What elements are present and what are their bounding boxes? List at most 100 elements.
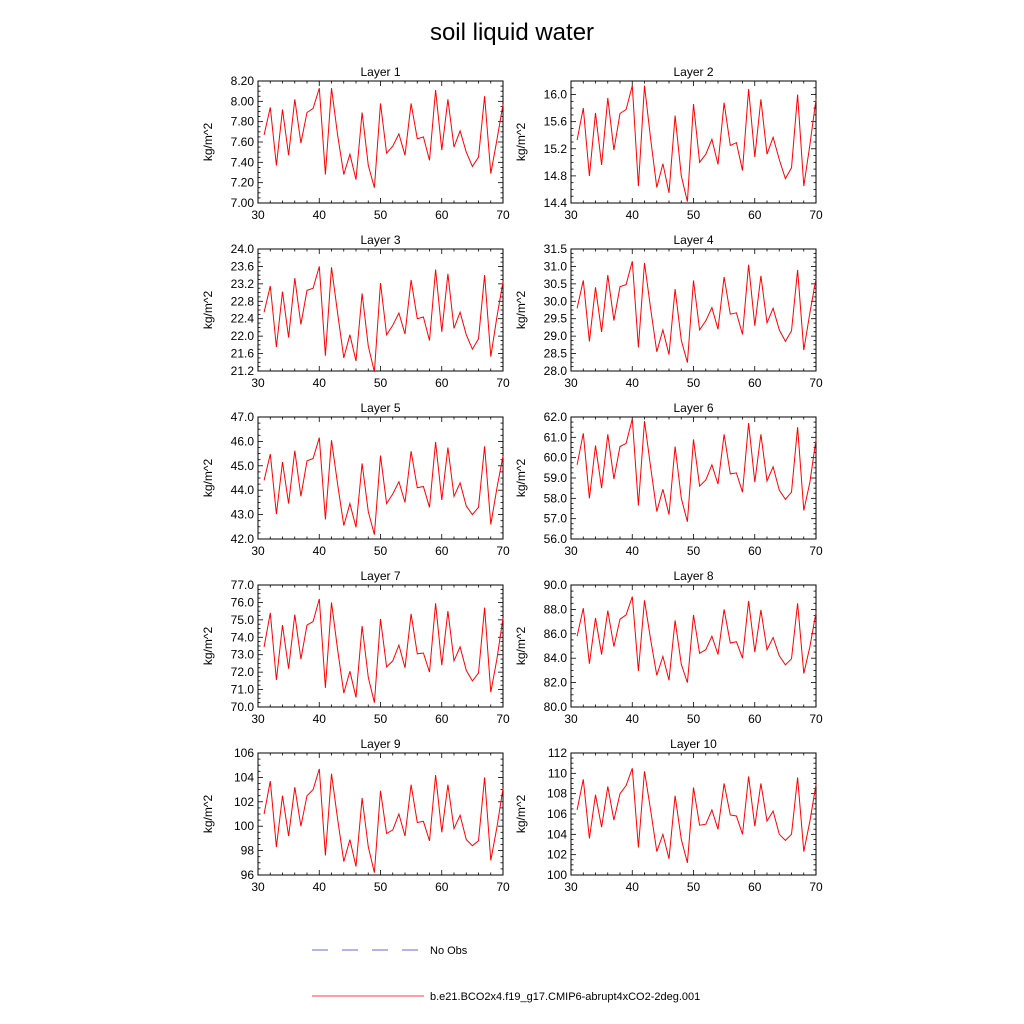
x-tick-label: 40: [626, 712, 640, 726]
panel-9: Layer 9 kg/m^2 30 40 50 60 70 96 98 100 102 104 106: [201, 737, 510, 894]
x-tick-label: 40: [313, 544, 327, 558]
y-tick-label: 31.0: [544, 259, 568, 273]
x-tick-label: 60: [748, 208, 762, 222]
panel-7: Layer 7 kg/m^2 30 40 50 60 70 70.0 71.0 72.0 73.0 7…: [201, 569, 510, 726]
y-tick-label: 7.20: [231, 176, 255, 190]
y-tick-label: 45.0: [231, 459, 255, 473]
y-axis-label: kg/m^2: [514, 795, 528, 834]
y-tick-label: 75.0: [231, 613, 255, 627]
panel-5: Layer 5 kg/m^2 30 40 50 60 70 42.0 43.0 44.0 45.0 4…: [201, 401, 510, 558]
y-tick-label: 28.0: [544, 364, 568, 378]
x-tick-label: 50: [687, 544, 701, 558]
y-tick-label: 21.6: [231, 347, 255, 361]
x-tick-label: 30: [564, 544, 578, 558]
x-tick-label: 30: [251, 712, 265, 726]
x-tick-label: 50: [374, 880, 388, 894]
y-axis-label: kg/m^2: [201, 459, 215, 498]
x-tick-label: 60: [748, 880, 762, 894]
y-tick-label: 71.0: [231, 683, 255, 697]
y-tick-label: 70.0: [231, 700, 255, 714]
y-tick-label: 29.5: [544, 312, 568, 326]
panel-title: Layer 3: [360, 233, 400, 247]
y-axis-label: kg/m^2: [514, 459, 528, 498]
panels-group: Layer 1 kg/m^2 30 40 50 60 70 7.00 7.20 7.40 7.60 7…: [201, 65, 823, 894]
x-tick-label: 30: [251, 208, 265, 222]
x-tick-label: 70: [809, 712, 823, 726]
y-tick-label: 112: [548, 746, 567, 760]
y-tick-label: 104: [234, 770, 254, 784]
x-tick-label: 60: [435, 544, 449, 558]
legend-obs-label: No Obs: [430, 945, 468, 957]
y-axis-label: kg/m^2: [201, 627, 215, 666]
x-tick-label: 30: [564, 712, 578, 726]
y-tick-label: 16.0: [544, 88, 568, 102]
panel-title: Layer 10: [670, 737, 717, 751]
x-tick-label: 70: [496, 712, 510, 726]
panel-title: Layer 1: [360, 65, 400, 79]
legend: No Obs b.e21.BCO2x4.f19_g17.CMIP6-abrupt…: [312, 945, 700, 1003]
panel-title: Layer 5: [360, 401, 400, 415]
x-tick-label: 70: [496, 880, 510, 894]
y-tick-label: 100: [547, 868, 567, 882]
y-tick-label: 23.6: [231, 259, 255, 273]
y-axis-label: kg/m^2: [514, 291, 528, 330]
x-tick-label: 50: [687, 880, 701, 894]
y-tick-label: 8.20: [231, 74, 255, 88]
y-tick-label: 106: [234, 746, 254, 760]
x-tick-label: 30: [564, 376, 578, 390]
x-tick-label: 50: [687, 376, 701, 390]
panel-title: Layer 7: [360, 569, 400, 583]
y-tick-label: 7.80: [231, 115, 255, 129]
series-line: [576, 85, 817, 202]
y-axis-label: kg/m^2: [514, 123, 528, 162]
panel-8: Layer 8 kg/m^2 30 40 50 60 70 80.0 82.0 84.0 86.0 8…: [514, 569, 823, 726]
legend-model-label: b.e21.BCO2x4.f19_g17.CMIP6-abrupt4xCO2-2…: [430, 991, 700, 1003]
y-tick-label: 82.0: [544, 676, 568, 690]
x-tick-label: 60: [435, 208, 449, 222]
x-tick-label: 30: [251, 880, 265, 894]
x-tick-label: 70: [809, 544, 823, 558]
x-tick-label: 60: [748, 544, 762, 558]
panel-frame: [570, 584, 817, 708]
x-tick-label: 30: [564, 880, 578, 894]
y-tick-label: 57.0: [544, 512, 568, 526]
series-line: [263, 768, 504, 873]
x-tick-label: 50: [687, 208, 701, 222]
series-line: [263, 87, 504, 188]
panel-title: Layer 8: [673, 569, 713, 583]
y-tick-label: 60.0: [544, 451, 568, 465]
panel-frame: [257, 752, 504, 876]
y-tick-label: 28.5: [544, 347, 568, 361]
x-tick-label: 50: [374, 712, 388, 726]
panel-frame: [257, 248, 504, 372]
x-tick-label: 40: [313, 880, 327, 894]
y-axis-label: kg/m^2: [201, 291, 215, 330]
panel-6: Layer 6 kg/m^2 30 40 50 60 70 56.0 57.0 58.0 59.0 6…: [514, 401, 823, 558]
panel-2: Layer 2 kg/m^2 30 40 50 60 70 14.4 14.8 15.2 15.6 1…: [514, 65, 823, 222]
y-tick-label: 61.0: [544, 430, 568, 444]
y-tick-label: 14.8: [544, 169, 568, 183]
y-tick-label: 102: [547, 848, 567, 862]
y-tick-label: 24.0: [231, 242, 255, 256]
y-tick-label: 84.0: [544, 651, 568, 665]
y-tick-label: 76.0: [231, 595, 255, 609]
y-tick-label: 47.0: [231, 410, 255, 424]
y-tick-label: 74.0: [231, 630, 255, 644]
x-tick-label: 70: [496, 208, 510, 222]
x-tick-label: 40: [313, 376, 327, 390]
x-tick-label: 60: [435, 712, 449, 726]
y-tick-label: 44.0: [231, 483, 255, 497]
panel-frame: [257, 584, 504, 708]
y-tick-label: 88.0: [544, 602, 568, 616]
y-tick-label: 100: [234, 819, 254, 833]
y-axis-label: kg/m^2: [514, 627, 528, 666]
x-tick-label: 70: [809, 208, 823, 222]
y-tick-label: 106: [547, 807, 567, 821]
y-tick-label: 30.0: [544, 294, 568, 308]
panel-4: Layer 4 kg/m^2 30 40 50 60 70 28.0 28.5 29.0 29.5 3…: [514, 233, 823, 390]
x-tick-label: 40: [313, 208, 327, 222]
x-tick-label: 60: [435, 880, 449, 894]
x-tick-label: 70: [496, 376, 510, 390]
y-tick-label: 15.6: [544, 115, 568, 129]
